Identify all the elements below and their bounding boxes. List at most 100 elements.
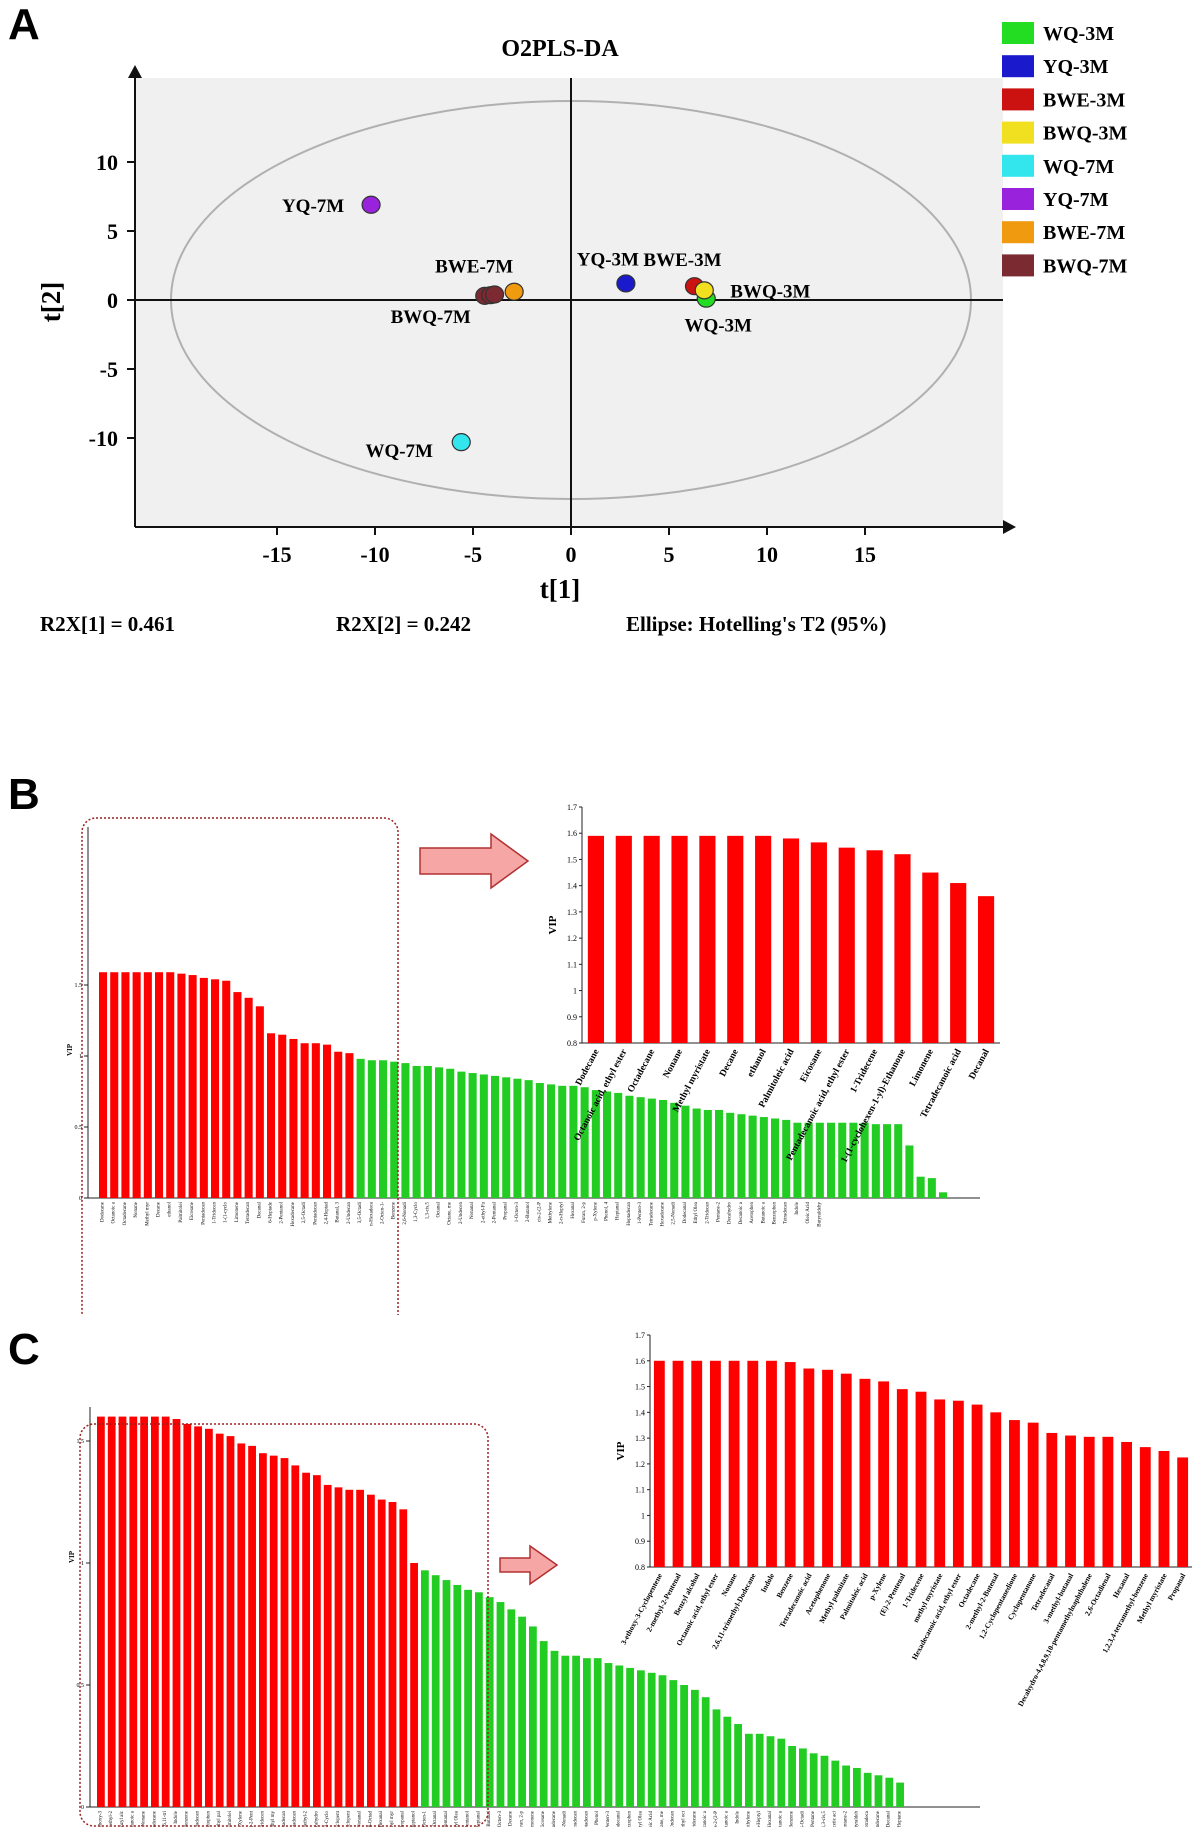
score-plot: O2PLS-DA -15 -10 -5 0 5 10 15 -10 -5 0 5 10 YQ-7M BW… bbox=[36, 22, 1128, 604]
vip-bar-green bbox=[766, 1736, 775, 1807]
vip-bar-green bbox=[423, 1065, 432, 1198]
x-tick-label: 0 bbox=[566, 542, 577, 567]
vip-bar-green bbox=[827, 1122, 836, 1198]
vip-bar-red bbox=[345, 1053, 354, 1198]
category-label: Butanoic a bbox=[725, 1810, 730, 1827]
inset-vip-bar bbox=[1065, 1435, 1076, 1567]
inset-vip-bar bbox=[672, 1360, 684, 1567]
category-label: Octadecane bbox=[123, 1201, 128, 1225]
vip-bar-green bbox=[782, 1119, 791, 1198]
legend-label: BWQ-3M bbox=[1043, 123, 1128, 145]
category-label: 2,6-Nonadi bbox=[403, 1201, 408, 1224]
category-label: methyl my bbox=[271, 1811, 276, 1827]
inset-y-tick-label: 0.9 bbox=[567, 1013, 577, 1022]
vip-bar-green bbox=[529, 1626, 537, 1807]
category-label: Decanal bbox=[887, 1810, 892, 1827]
vip-bar-green bbox=[842, 1765, 850, 1807]
inset-y-tick-label: 0.8 bbox=[635, 1563, 645, 1572]
vip-bar-red bbox=[211, 979, 220, 1198]
vip-bar-green bbox=[475, 1592, 483, 1807]
vip-bar-red bbox=[226, 1436, 235, 1807]
category-label: 3-ethoxy-3 bbox=[98, 1811, 103, 1827]
category-label: Oleic Acid bbox=[806, 1202, 811, 1224]
vip-bar-red bbox=[121, 972, 130, 1198]
vip-bar-green bbox=[712, 1709, 721, 1807]
point-label: BWQ-3M bbox=[730, 281, 810, 302]
vip-bar-red bbox=[259, 1453, 267, 1807]
panel-label-c: C bbox=[8, 1325, 40, 1374]
inset-vip-bar bbox=[643, 835, 660, 1043]
vip-bar-green bbox=[507, 1609, 516, 1807]
category-label: Decanoic a bbox=[739, 1201, 744, 1224]
category-label: Eicosane bbox=[541, 1810, 546, 1827]
category-label: 1-Tridecen bbox=[212, 1202, 217, 1224]
inset-y-tick-label: 1.5 bbox=[635, 1383, 645, 1392]
inset-vip-bar bbox=[784, 1362, 796, 1567]
category-label: Butanal bbox=[487, 1810, 492, 1826]
vip-bar-red bbox=[188, 975, 197, 1198]
inset-category-label: Nonane bbox=[662, 1048, 685, 1080]
vip-bar-green bbox=[883, 1124, 892, 1198]
vip-bar-red bbox=[199, 977, 208, 1198]
vip-bar-green bbox=[670, 1102, 679, 1198]
inset-vip-bar bbox=[766, 1360, 777, 1567]
vip-bar-red bbox=[377, 1499, 386, 1807]
r2x2-stat: R2X[2] = 0.242 bbox=[336, 612, 472, 636]
category-label: Tetradecan bbox=[246, 1202, 251, 1224]
inset-vip-bar bbox=[653, 1360, 665, 1567]
data-point-bwq-7m bbox=[484, 285, 505, 304]
vip-bar-green bbox=[871, 1124, 880, 1198]
inset-category-label: Decane bbox=[718, 1048, 741, 1079]
inset-y-tick-label: 1.2 bbox=[567, 934, 577, 943]
category-label: Decanoic a bbox=[703, 1810, 708, 1827]
legend-swatch-bwq-7m bbox=[1002, 254, 1034, 277]
category-label: Pentanal bbox=[444, 1810, 449, 1827]
vip-bar-green bbox=[681, 1105, 690, 1198]
vip-bar-green bbox=[799, 1748, 807, 1807]
vip-bar-green bbox=[863, 1772, 872, 1807]
vip-bar-green bbox=[637, 1670, 645, 1807]
vip-bar-green bbox=[916, 1176, 925, 1198]
point-label: YQ-7M bbox=[282, 196, 344, 217]
inset-vip-bar bbox=[810, 842, 827, 1043]
vip-bar-green bbox=[691, 1689, 699, 1807]
inset-category-label: Limonene bbox=[908, 1048, 936, 1089]
inset-y-tick-label: 1.6 bbox=[635, 1357, 645, 1366]
inset-vip-bar bbox=[1121, 1441, 1133, 1567]
legend-label: BWE-3M bbox=[1043, 89, 1125, 111]
vip-bar-green bbox=[547, 1084, 556, 1198]
vip-bar-green bbox=[885, 1777, 894, 1807]
point-label: WQ-7M bbox=[365, 441, 433, 462]
inset-vip-bar bbox=[747, 1360, 759, 1567]
category-label: p-Xylene bbox=[239, 1810, 244, 1827]
category-label: 2,5-Nonadi bbox=[563, 1810, 568, 1827]
inset-vip-bar bbox=[587, 835, 605, 1043]
vip-bar-green bbox=[464, 1589, 472, 1807]
vip-bar-green bbox=[561, 1655, 570, 1807]
category-label: Hexanal bbox=[379, 1810, 384, 1827]
data-point-yq-3m bbox=[616, 274, 636, 293]
category-label: Methyl myr bbox=[390, 1811, 395, 1827]
inset-vip-bar bbox=[866, 850, 883, 1043]
x-tick-label: -15 bbox=[262, 542, 291, 567]
inset-y-axis-label: VIP bbox=[615, 1441, 627, 1460]
vip-bar-green bbox=[726, 1112, 735, 1198]
category-label: Decahydro bbox=[728, 1202, 733, 1224]
category-label: 2-Pentanal bbox=[492, 1201, 497, 1223]
panel-label-a: A bbox=[8, 0, 40, 49]
category-label: 1-Octen-3 bbox=[515, 1202, 520, 1223]
category-label: Ethyl Olea bbox=[694, 1201, 699, 1223]
vip-bar-green bbox=[453, 1584, 462, 1807]
category-label: Octane, me bbox=[448, 1201, 453, 1225]
category-label: Benzene bbox=[392, 1201, 397, 1219]
category-label: (E)-2-Pent bbox=[250, 1810, 255, 1827]
inset-vip-bar bbox=[915, 1391, 927, 1567]
vip-bar-green bbox=[356, 1058, 365, 1198]
y-axis-label: t[2] bbox=[36, 282, 66, 322]
vip-bar-red bbox=[107, 1416, 116, 1807]
vip-bar-green bbox=[905, 1145, 914, 1198]
category-label: Methylene bbox=[746, 1810, 751, 1827]
category-label: Nonanal bbox=[470, 1201, 475, 1219]
category-label: cis-2-(2-P bbox=[714, 1811, 719, 1827]
